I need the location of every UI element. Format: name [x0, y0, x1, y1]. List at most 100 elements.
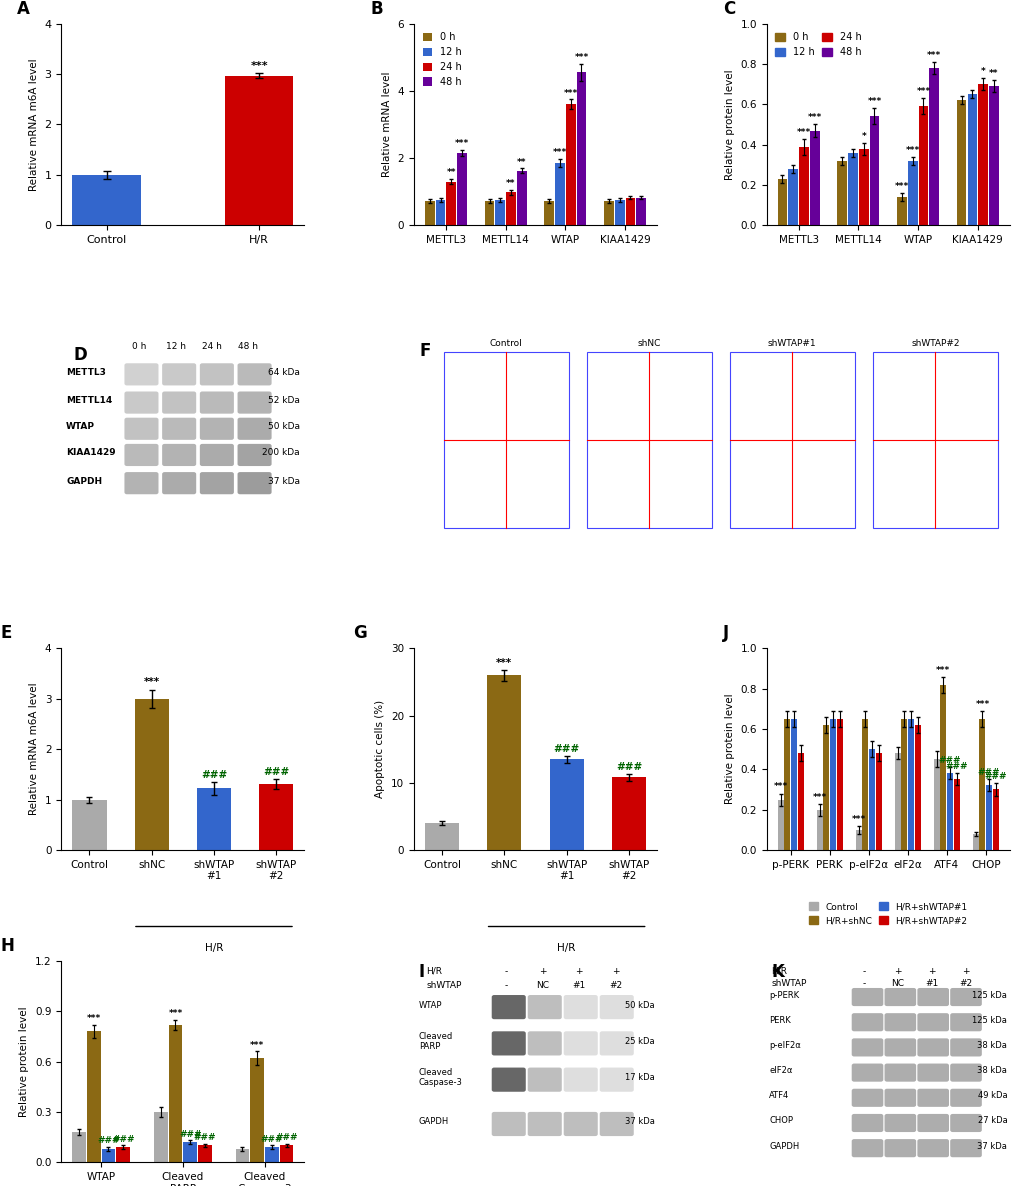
Y-axis label: Relative protein level: Relative protein level: [725, 694, 734, 804]
Text: **: **: [517, 158, 526, 167]
FancyBboxPatch shape: [851, 1139, 882, 1158]
Bar: [603, 202, 613, 225]
Text: 37 kDa: 37 kDa: [976, 1142, 1007, 1150]
Text: 50 kDa: 50 kDa: [625, 1001, 654, 1009]
Bar: [988, 87, 998, 225]
Text: 27 kDa: 27 kDa: [976, 1116, 1007, 1126]
FancyBboxPatch shape: [237, 444, 271, 466]
FancyBboxPatch shape: [491, 1032, 525, 1056]
Bar: [72, 799, 106, 850]
Text: 52 kDa: 52 kDa: [267, 396, 300, 406]
Bar: [928, 68, 938, 225]
FancyBboxPatch shape: [599, 1067, 633, 1092]
Bar: [198, 1146, 211, 1162]
FancyBboxPatch shape: [851, 1064, 882, 1082]
Bar: [790, 719, 796, 850]
Text: eIF2α: eIF2α: [768, 1066, 792, 1075]
Text: NC: NC: [891, 978, 904, 988]
FancyBboxPatch shape: [916, 1064, 948, 1082]
Text: **: **: [505, 179, 516, 189]
Bar: [576, 72, 586, 225]
Bar: [259, 784, 293, 850]
Text: shWTAP#2: shWTAP#2: [910, 339, 959, 349]
FancyBboxPatch shape: [564, 1067, 597, 1092]
Text: CHOP: CHOP: [768, 1116, 792, 1126]
Text: +: +: [575, 967, 583, 976]
FancyBboxPatch shape: [883, 1013, 915, 1032]
Text: -: -: [504, 967, 507, 976]
Bar: [611, 777, 645, 850]
FancyBboxPatch shape: [599, 995, 633, 1019]
Bar: [265, 1147, 278, 1162]
FancyBboxPatch shape: [162, 444, 196, 466]
FancyBboxPatch shape: [883, 1114, 915, 1133]
Text: Control: Control: [489, 339, 522, 349]
Text: shNC: shNC: [637, 339, 660, 349]
Bar: [544, 202, 553, 225]
FancyBboxPatch shape: [586, 352, 711, 528]
Text: ATF4: ATF4: [768, 1091, 789, 1101]
Text: Cleaved
PARP: Cleaved PARP: [419, 1032, 452, 1051]
FancyBboxPatch shape: [883, 1089, 915, 1107]
Bar: [918, 107, 927, 225]
Text: -: -: [861, 967, 865, 976]
FancyBboxPatch shape: [564, 1112, 597, 1136]
FancyBboxPatch shape: [237, 363, 271, 385]
FancyBboxPatch shape: [162, 391, 196, 414]
Bar: [87, 1032, 101, 1162]
Text: ###: ###: [263, 767, 289, 777]
Text: GAPDH: GAPDH: [66, 477, 102, 485]
Bar: [940, 684, 946, 850]
FancyBboxPatch shape: [883, 988, 915, 1006]
Bar: [235, 1149, 249, 1162]
FancyBboxPatch shape: [564, 995, 597, 1019]
Text: ###: ###: [977, 769, 1000, 777]
Text: +: +: [961, 967, 969, 976]
Bar: [797, 753, 803, 850]
Bar: [869, 116, 878, 225]
Text: H: H: [0, 937, 14, 955]
Text: shWTAP#1: shWTAP#1: [767, 339, 816, 349]
FancyBboxPatch shape: [200, 363, 233, 385]
Text: #1: #1: [924, 978, 937, 988]
Bar: [972, 834, 978, 850]
Bar: [855, 830, 861, 850]
Bar: [816, 810, 822, 850]
Bar: [932, 759, 938, 850]
Bar: [985, 785, 991, 850]
Text: ***: ***: [564, 89, 578, 97]
Bar: [829, 719, 836, 850]
Bar: [809, 130, 818, 225]
Text: J: J: [722, 624, 729, 643]
Text: ***: ***: [168, 1009, 182, 1018]
Text: ###: ###: [112, 1135, 135, 1143]
Text: 17 kDa: 17 kDa: [625, 1073, 654, 1082]
FancyBboxPatch shape: [124, 363, 158, 385]
Bar: [116, 1147, 129, 1162]
FancyBboxPatch shape: [124, 417, 158, 440]
FancyBboxPatch shape: [237, 472, 271, 495]
Bar: [776, 799, 783, 850]
Bar: [907, 719, 913, 850]
Bar: [953, 779, 959, 850]
Bar: [967, 94, 976, 225]
Bar: [991, 790, 998, 850]
Text: ***: ***: [866, 97, 880, 107]
Bar: [224, 76, 293, 225]
Text: shWTAP: shWTAP: [770, 978, 806, 988]
FancyBboxPatch shape: [950, 1139, 981, 1158]
FancyBboxPatch shape: [851, 988, 882, 1006]
Bar: [901, 719, 907, 850]
FancyBboxPatch shape: [443, 352, 569, 528]
Text: p-PERK: p-PERK: [768, 990, 798, 1000]
Y-axis label: Relative protein level: Relative protein level: [725, 69, 734, 180]
Bar: [837, 161, 846, 225]
Text: 38 kDa: 38 kDa: [976, 1066, 1007, 1075]
FancyBboxPatch shape: [527, 1112, 561, 1136]
Y-axis label: Apoptotic cells (%): Apoptotic cells (%): [375, 700, 385, 798]
Text: K: K: [770, 963, 784, 981]
FancyBboxPatch shape: [527, 1032, 561, 1056]
Text: p-eIF2α: p-eIF2α: [768, 1041, 800, 1050]
Text: H/R: H/R: [557, 943, 576, 952]
Bar: [435, 200, 445, 225]
